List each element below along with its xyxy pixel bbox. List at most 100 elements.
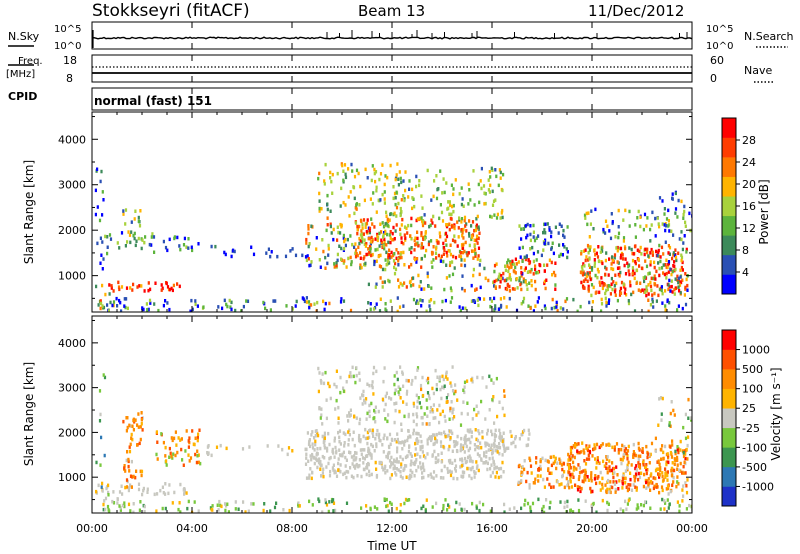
echo-cell (665, 224, 668, 228)
echo-cell (333, 455, 336, 459)
echo-cell (129, 509, 132, 513)
echo-cell (478, 431, 481, 436)
echo-cell (459, 309, 462, 312)
echo-cell (685, 490, 689, 495)
echo-cell (594, 207, 597, 212)
echo-cell (504, 448, 507, 452)
echo-cell (311, 454, 314, 458)
echo-cell (654, 277, 657, 281)
echo-cell (494, 286, 497, 290)
echo-cell (657, 250, 660, 255)
echo-cell (405, 378, 408, 383)
echo-cell (547, 467, 550, 471)
echo-cell (397, 385, 400, 389)
echo-cell (453, 458, 457, 463)
echo-cell (408, 247, 411, 251)
echo-cell (127, 457, 130, 462)
echo-cell (521, 245, 524, 250)
echo-cell (645, 444, 648, 449)
echo-cell (589, 245, 592, 249)
echo-cell (615, 465, 618, 469)
echo-cell (529, 247, 532, 251)
echo-cell (462, 204, 465, 208)
echo-cell (421, 422, 424, 426)
echo-cell (669, 424, 672, 428)
echo-cell (613, 256, 616, 260)
echo-cell (642, 461, 645, 465)
echo-cell (371, 202, 374, 206)
echo-cell (627, 444, 630, 449)
echo-cell (468, 188, 471, 192)
echo-cell (605, 300, 608, 305)
echo-cell (344, 237, 347, 242)
echo-cell (316, 458, 319, 463)
colorbar-swatch (722, 235, 736, 256)
echo-cell (681, 260, 684, 265)
echo-cell (529, 232, 532, 237)
echo-cell (666, 478, 669, 482)
echo-cell (339, 222, 342, 227)
echo-cell (426, 168, 429, 173)
echo-cell (631, 258, 635, 263)
echo-cell (461, 274, 464, 278)
echo-cell (581, 268, 584, 272)
echo-cell (666, 470, 669, 474)
echo-cell (644, 275, 647, 279)
echo-cell (310, 260, 313, 264)
echo-cell (136, 285, 139, 289)
echo-cell (618, 293, 622, 297)
echo-cell (607, 273, 610, 277)
echo-cell (348, 450, 351, 454)
echo-cell (399, 509, 402, 513)
echo-cell (432, 470, 436, 474)
echo-cell (135, 469, 138, 473)
echo-cell (338, 429, 342, 433)
echo-cell (108, 233, 112, 237)
echo-cell (447, 459, 451, 463)
colorbar-swatch (722, 176, 736, 197)
echo-cell (460, 202, 463, 207)
echo-cell (385, 214, 388, 218)
echo-cell (429, 308, 432, 312)
echo-cell (314, 429, 317, 434)
echo-cell (489, 175, 492, 179)
echo-cell (565, 297, 569, 301)
echo-cell (162, 440, 165, 445)
echo-cell (166, 248, 169, 253)
echo-cell (503, 413, 506, 418)
echo-cell (475, 287, 478, 291)
echo-cell (623, 449, 626, 453)
echo-cell (494, 168, 497, 172)
echo-cell (288, 508, 291, 513)
echo-cell (237, 507, 240, 511)
echo-cell (383, 197, 386, 201)
echo-cell (686, 288, 689, 292)
echo-cell (563, 485, 566, 490)
echo-cell (604, 272, 607, 277)
echo-cell (411, 470, 414, 475)
echo-cell (339, 453, 343, 458)
echo-cell (549, 500, 552, 505)
echo-cell (653, 484, 656, 489)
echo-cell (604, 483, 607, 487)
echo-cell (116, 497, 119, 501)
echo-cell (416, 257, 419, 261)
echo-cell (542, 504, 545, 509)
echo-cell (687, 397, 690, 402)
echo-cell (139, 469, 142, 474)
echo-cell (458, 254, 461, 258)
echo-cell (430, 239, 433, 243)
echo-cell (118, 287, 121, 292)
echo-cell (503, 510, 506, 513)
echo-cell (233, 249, 236, 254)
echo-cell (425, 248, 428, 253)
echo-cell (353, 196, 356, 201)
echo-cell (560, 482, 563, 486)
echo-cell (364, 427, 367, 432)
echo-cell (664, 289, 667, 293)
echo-cell (378, 177, 381, 182)
echo-cell (316, 452, 319, 456)
echo-cell (467, 202, 470, 206)
echo-cell (412, 404, 416, 408)
echo-cell (610, 212, 613, 216)
